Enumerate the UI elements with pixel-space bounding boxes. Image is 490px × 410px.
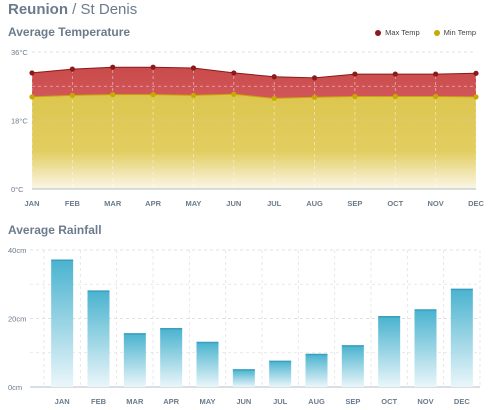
min-temp-point [69,92,75,98]
x-tick-label: APR [145,199,161,208]
max-temp-point [433,71,439,77]
legend-max-label: Max Temp [385,28,420,37]
max-temp-point [473,70,479,76]
y-tick-label: 36°C [11,48,28,57]
min-temp-point [311,94,318,100]
min-temp-point [231,91,237,97]
rainfall-bar [414,309,437,387]
rainfall-bar [196,342,219,387]
legend-min-label: Min Temp [443,28,476,37]
max-temp-point [150,64,156,70]
min-temp-point [29,94,35,100]
x-tick-label: MAR [104,199,122,208]
max-temp-area [32,67,476,99]
y-tick-label: 0°C [11,185,24,194]
x-tick-label: AUG [306,199,323,208]
y-tick-label: 40cm [8,246,26,255]
max-temp-point [311,75,318,81]
x-tick-label: OCT [381,397,397,406]
min-temp-point [473,94,479,100]
x-tick-label: NOV [428,199,444,208]
legend-item-min[interactable]: Min Temp [433,28,476,37]
city-name: St Denis [80,1,138,18]
rainfall-bar [160,328,183,387]
max-temp-point [29,70,35,76]
max-temp-point [352,71,358,77]
x-tick-label: SEP [345,397,360,406]
rainfall-bar [51,260,74,387]
x-tick-label: JAN [24,199,39,208]
min-temp-line [31,93,477,99]
min-temp-point [110,92,116,98]
min-temp-area [32,94,476,189]
y-tick-label: 20cm [8,315,26,324]
x-tick-label: APR [163,397,179,406]
x-tick-label: DEC [454,397,470,406]
rainfall-bar [232,369,255,387]
x-tick-label: JUN [226,199,241,208]
rainfall-bar [269,361,292,387]
x-tick-label: NOV [417,397,433,406]
country-name[interactable]: Reunion [8,1,68,18]
min-temp-point [150,92,156,98]
x-tick-label: JUL [273,397,288,406]
legend-min-swatch [433,29,440,36]
min-temp-point [190,92,197,98]
rainfall-bar [450,289,473,387]
x-tick-label: MAY [200,397,216,406]
rainfall-bar [378,316,401,387]
rainfall-bar [341,345,364,387]
rainfall-bar [305,354,328,387]
max-temp-point [110,64,116,70]
x-tick-label: FEB [65,199,81,208]
x-tick-label: AUG [308,397,325,406]
rainfall-bar [123,333,146,387]
x-tick-label: JUL [267,199,282,208]
x-tick-label: JAN [55,397,70,406]
min-temp-point [271,95,277,102]
max-temp-point [69,66,75,72]
x-tick-label: OCT [387,199,403,208]
breadcrumb-separator: / [72,1,77,18]
temperature-chart-title: Average Temperature [8,25,131,39]
x-tick-label: DEC [468,199,484,208]
max-temp-line [31,66,477,79]
min-temp-point [352,93,358,100]
temperature-chart: 0°C 18°C 36°C JAN FEB MAR APR MAY JUN JUL AUG SEP OC… [11,48,484,208]
max-temp-point [190,65,197,71]
x-tick-label: SEP [347,199,362,208]
min-temp-point [392,93,398,100]
max-temp-point [392,71,398,77]
legend-item-max[interactable]: Max Temp [375,28,420,37]
x-tick-label: FEB [91,397,107,406]
page-header: Reunion / St Denis [8,1,137,18]
rainfall-chart-title: Average Rainfall [8,223,102,237]
temperature-legend: Max Temp Min Temp [375,28,476,37]
y-tick-label: 0cm [8,383,22,392]
x-tick-label: MAR [126,397,144,406]
min-temp-point [433,93,439,100]
legend-max-swatch [375,29,382,36]
max-temp-point [231,70,237,76]
x-tick-label: JUN [236,397,251,406]
rainfall-bar [87,291,110,387]
max-temp-point [271,74,277,80]
x-tick-label: MAY [185,199,201,208]
y-tick-label: 18°C [11,117,28,126]
